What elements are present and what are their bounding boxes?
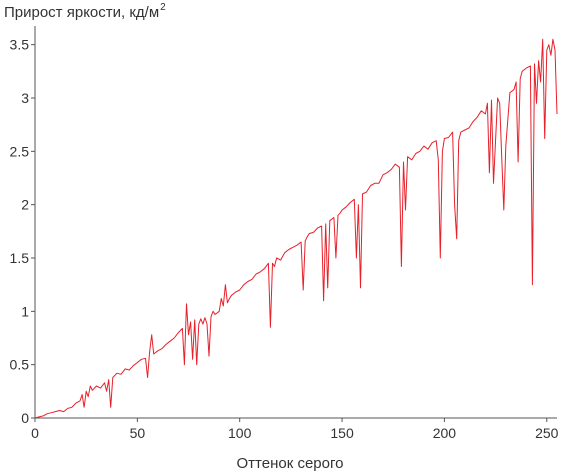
y-tick-label: 0 bbox=[21, 410, 29, 426]
y-tick-label: 3.5 bbox=[10, 37, 30, 53]
chart-title: Прирост яркости, кд/м 2 bbox=[4, 2, 166, 21]
x-tick-label: 150 bbox=[330, 425, 354, 441]
y-tick-label: 2 bbox=[21, 197, 29, 213]
y-axis: 0 0.5 1 1.5 2 2.5 3 3.5 bbox=[10, 37, 35, 426]
y-tick-label: 1.5 bbox=[10, 250, 30, 266]
chart-title-text: Прирост яркости, кд/м bbox=[4, 4, 159, 21]
x-tick-label: 100 bbox=[228, 425, 252, 441]
x-axis-title: Оттенок серого bbox=[237, 455, 344, 471]
plot-frame bbox=[34, 26, 557, 419]
series-layer bbox=[34, 38, 558, 419]
y-tick-label: 0.5 bbox=[10, 357, 30, 373]
y-tick-label: 2.5 bbox=[10, 143, 30, 159]
x-tick-label: 50 bbox=[130, 425, 146, 441]
x-tick-label: 0 bbox=[31, 425, 39, 441]
x-tick-label: 250 bbox=[535, 425, 559, 441]
x-tick-label: 200 bbox=[433, 425, 457, 441]
y-tick-label: 1 bbox=[21, 303, 29, 319]
x-axis: 0 50 100 150 200 250 bbox=[31, 418, 559, 441]
brightness-gain-line bbox=[34, 38, 558, 419]
chart-title-superscript: 2 bbox=[160, 2, 166, 13]
y-tick-label: 3 bbox=[21, 90, 29, 106]
